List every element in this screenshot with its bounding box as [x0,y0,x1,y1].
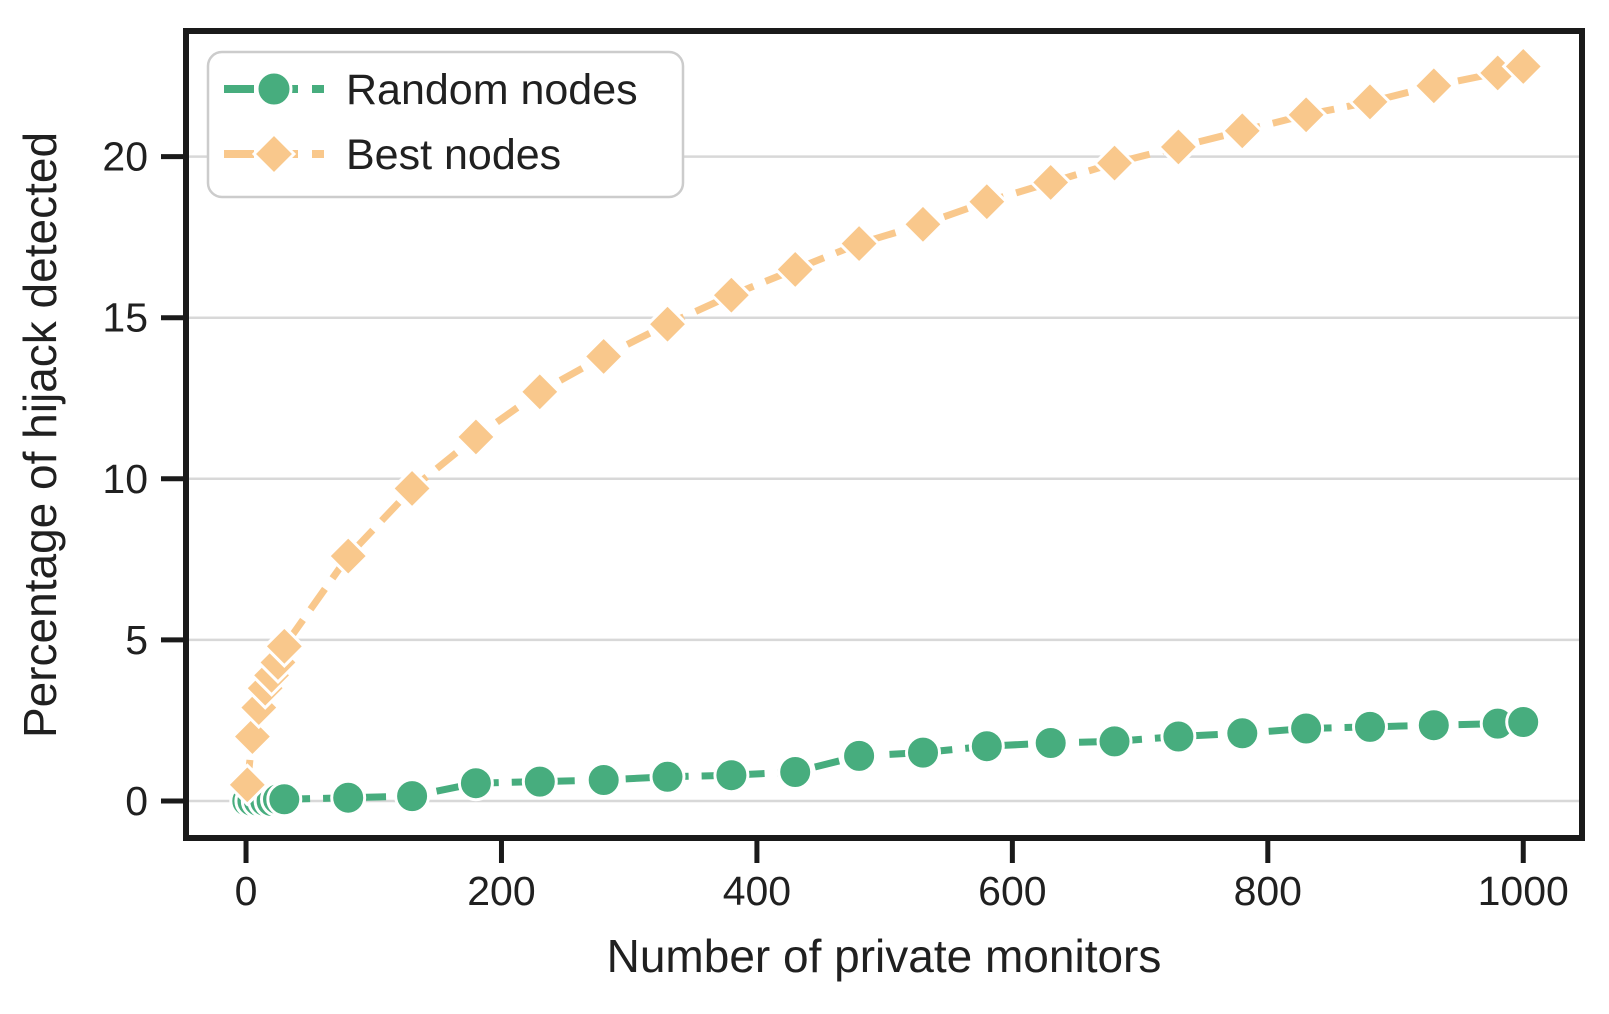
plot-border [183,28,1585,841]
x-tick-label-400: 400 [723,868,791,914]
marker-circle-x580 [968,728,1005,765]
marker-circle-x680 [1096,723,1133,760]
y-tick-label-5: 5 [125,617,148,663]
marker-diamond-x130 [390,466,434,511]
marker-circle-x530 [905,734,941,771]
x-tick-label-1000: 1000 [1478,868,1569,914]
series-layer [225,44,1545,819]
legend-marker-diamond [251,131,297,177]
marker-diamond-x480 [837,222,881,266]
marker-diamond-x530 [901,202,945,246]
y-tick-label-0: 0 [125,778,148,824]
legend: Random nodes Best nodes [206,50,685,199]
y-tick-label-20: 20 [102,134,148,180]
marker-circle-x430 [777,754,814,790]
marker-diamond-x30 [262,624,306,668]
marker-circle-x480 [841,737,878,774]
marker-circle-x380 [713,757,750,794]
marker-circle-x780 [1224,715,1261,752]
marker-diamond-x930 [1412,64,1456,108]
marker-diamond-x330 [645,302,690,346]
marker-circle-x180 [457,765,494,802]
marker-diamond-x630 [1029,160,1073,205]
marker-diamond-x380 [709,273,753,317]
y-tick-label-15: 15 [102,295,148,341]
x-axis-label: Number of private monitors [607,930,1162,982]
legend-label-random-nodes: Random nodes [346,66,638,114]
x-axis-ticks [243,841,1526,863]
marker-diamond-x5 [230,714,275,759]
x-tick-label-600: 600 [978,868,1046,914]
series-line-random-nodes [247,718,1524,805]
marker-circle-x630 [1032,725,1069,761]
marker-diamond-x1000 [1501,44,1545,89]
marker-circle-x80 [330,779,367,816]
marker-diamond-x280 [582,334,626,378]
x-tick-label-800: 800 [1234,868,1302,914]
marker-circle-x930 [1415,707,1452,744]
marker-circle-x130 [394,778,431,815]
marker-circle-x230 [521,763,558,800]
marker-circle-x880 [1352,708,1388,745]
marker-circle-x330 [649,758,686,795]
marker-diamond-x780 [1220,109,1264,153]
x-tick-label-200: 200 [467,868,535,914]
marker-circle-x830 [1288,710,1325,747]
marker-diamond-x580 [965,180,1009,224]
marker-diamond-x730 [1156,125,1201,169]
marker-diamond-x1 [225,763,269,807]
legend-label-best-nodes: Best nodes [346,131,561,179]
x-tick-label-0: 0 [235,868,258,914]
legend-marker-circle [255,70,293,108]
legend-box [206,50,685,199]
y-axis-tick-labels: 0 5 10 15 20 [102,134,148,824]
marker-circle-x1000 [1505,704,1542,740]
y-axis-ticks [161,154,183,804]
marker-circle-x730 [1160,718,1197,755]
y-axis-label: Percentage of hijack detected [14,132,66,738]
y-tick-label-10: 10 [102,456,148,502]
x-axis-tick-labels: 0 200 400 600 800 1000 [235,868,1569,914]
marker-diamond-x880 [1348,80,1392,124]
marker-diamond-x830 [1284,93,1328,137]
marker-diamond-x430 [773,247,817,292]
marker-diamond-x680 [1092,141,1137,185]
marker-circle-x30 [266,781,303,818]
marker-diamond-x80 [326,534,370,578]
marker-diamond-x180 [454,415,498,459]
marker-diamond-x230 [518,370,562,414]
marker-circle-x280 [585,762,622,798]
